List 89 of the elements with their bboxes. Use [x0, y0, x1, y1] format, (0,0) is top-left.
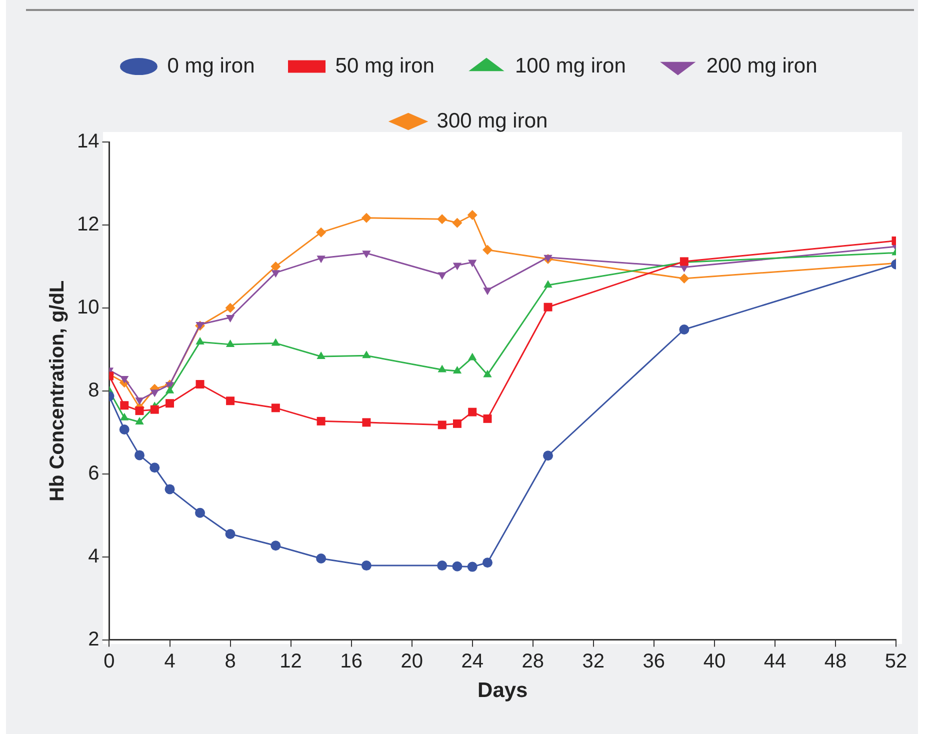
point: [119, 424, 130, 434]
point: [225, 302, 236, 313]
point: [135, 417, 144, 425]
point: [437, 560, 448, 571]
point: [452, 561, 462, 572]
x-tick-label: 28: [522, 650, 544, 672]
point: [316, 227, 326, 238]
point: [270, 261, 281, 272]
y-tick-label: 12: [76, 213, 100, 236]
x-tick-label: 24: [461, 650, 484, 672]
legend-label: 0 mg iron: [167, 54, 255, 78]
point: [452, 262, 462, 270]
x-tick-label: 8: [224, 650, 236, 672]
point: [271, 338, 280, 346]
legend-label: 300 mg iron: [436, 109, 548, 132]
point: [361, 560, 372, 571]
y-axis-title: Hb Concentration, g/dL: [46, 280, 69, 502]
point: [452, 366, 462, 374]
point: [120, 412, 129, 420]
y-tick-label: 2: [88, 628, 100, 650]
x-tick-label: 36: [642, 650, 666, 672]
point: [679, 324, 690, 335]
point: [544, 280, 552, 288]
point: [271, 404, 280, 412]
x-tick-label: 32: [582, 650, 605, 672]
point: [225, 529, 236, 540]
y-tick-label: 14: [76, 130, 100, 153]
x-axis-title: Days: [478, 679, 528, 702]
point: [316, 256, 326, 264]
x-tick-label: 52: [884, 650, 908, 672]
point: [483, 370, 492, 378]
point: [482, 558, 492, 568]
x-tick-label: 40: [703, 650, 726, 672]
point: [543, 450, 554, 461]
point: [135, 406, 144, 416]
point: [468, 352, 477, 360]
point: [134, 450, 145, 460]
y-tick-label: 8: [88, 379, 100, 402]
y-tick-label: 10: [76, 296, 100, 318]
x-tick-label: 12: [280, 650, 302, 672]
point: [437, 214, 448, 224]
point: [544, 302, 552, 312]
point: [438, 420, 446, 430]
legend-label: 50 mg iron: [335, 54, 434, 78]
legend-label: 200 mg iron: [706, 54, 818, 78]
x-tick-label: 0: [104, 650, 115, 672]
point: [164, 484, 175, 494]
point: [362, 350, 371, 358]
point: [361, 212, 372, 223]
point: [468, 260, 477, 268]
point: [438, 364, 446, 372]
point: [165, 386, 174, 394]
point: [316, 553, 326, 564]
point: [166, 399, 174, 408]
x-tick-label: 48: [824, 650, 847, 672]
point: [438, 272, 446, 280]
point: [316, 416, 326, 426]
point: [316, 351, 326, 359]
point: [150, 390, 159, 398]
y-tick-label: 4: [88, 545, 100, 568]
point: [482, 244, 492, 255]
point: [452, 419, 462, 428]
point: [270, 540, 281, 551]
point: [452, 218, 462, 228]
point: [196, 336, 204, 344]
point: [362, 418, 371, 427]
point: [467, 210, 478, 220]
point: [196, 380, 204, 389]
x-tick-label: 4: [164, 650, 176, 672]
x-tick-label: 20: [400, 650, 423, 672]
x-tick-label: 44: [764, 650, 786, 672]
point: [120, 401, 129, 410]
point: [468, 408, 477, 416]
point: [467, 562, 478, 572]
point: [271, 270, 280, 278]
point: [150, 462, 160, 473]
point: [483, 288, 492, 296]
point: [150, 405, 159, 414]
point: [483, 414, 492, 423]
legend-label: 100 mg iron: [514, 54, 626, 78]
point: [120, 376, 129, 384]
point: [679, 273, 690, 284]
point: [195, 508, 206, 518]
point: [226, 314, 235, 322]
y-tick-label: 6: [88, 462, 100, 484]
point: [362, 250, 371, 258]
point: [226, 339, 235, 347]
x-tick-label: 16: [340, 650, 362, 672]
point: [226, 396, 235, 406]
